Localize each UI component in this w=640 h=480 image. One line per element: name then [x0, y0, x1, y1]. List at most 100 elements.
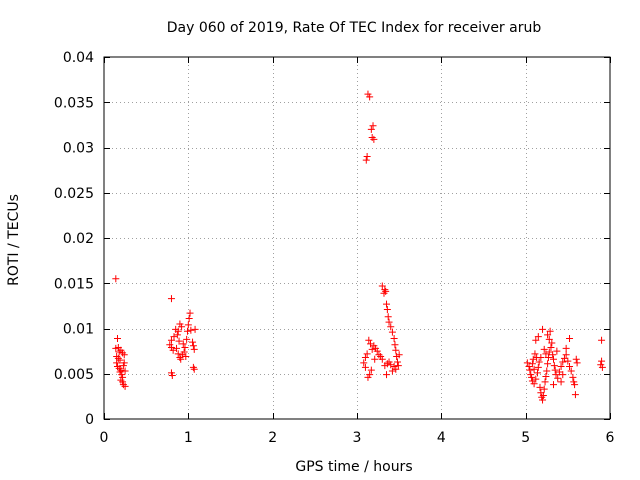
data-point — [388, 367, 396, 375]
data-point — [117, 366, 125, 374]
data-point — [189, 338, 197, 346]
data-point — [112, 275, 120, 283]
data-point — [119, 362, 127, 370]
data-point — [384, 313, 392, 321]
data-point — [169, 346, 177, 354]
data-point — [121, 367, 129, 375]
data-point — [186, 309, 194, 317]
data-point — [177, 355, 185, 363]
data-point — [571, 381, 579, 389]
x-tick-label: 5 — [521, 430, 530, 446]
data-point — [381, 362, 389, 370]
data-point — [571, 391, 579, 399]
data-point — [569, 373, 577, 381]
data-point — [550, 362, 558, 370]
data-point — [375, 351, 383, 359]
data-point — [383, 305, 391, 313]
data-point — [181, 344, 189, 352]
y-tick-label: 0.025 — [54, 186, 94, 202]
data-point — [366, 340, 374, 348]
data-point — [539, 396, 547, 404]
data-point — [369, 122, 377, 130]
data-point — [395, 351, 403, 359]
data-point — [530, 365, 538, 373]
data-point — [190, 345, 198, 353]
data-point — [554, 374, 562, 382]
data-point — [180, 348, 188, 356]
data-point — [185, 315, 193, 323]
data-point — [531, 350, 539, 358]
data-point — [393, 358, 401, 366]
data-point — [182, 353, 190, 361]
data-point — [546, 327, 554, 335]
data-point — [120, 351, 128, 359]
data-point — [557, 363, 565, 371]
data-point — [368, 345, 376, 353]
data-point — [183, 327, 191, 335]
data-point — [539, 391, 547, 399]
data-point — [528, 360, 536, 368]
chart-title: Day 060 of 2019, Rate Of TEC Index for r… — [167, 20, 542, 36]
data-point — [537, 353, 545, 361]
data-point — [362, 156, 370, 164]
data-point — [388, 328, 396, 336]
y-tick-label: 0.02 — [63, 231, 94, 247]
data-point — [549, 355, 557, 363]
data-point — [536, 383, 544, 391]
data-point — [544, 331, 552, 339]
data-point — [174, 327, 182, 335]
x-tick-label: 2 — [268, 430, 277, 446]
data-point — [178, 323, 186, 331]
data-point — [119, 381, 127, 389]
data-point — [381, 286, 389, 294]
data-point — [179, 340, 187, 348]
data-point — [541, 378, 549, 386]
data-point — [559, 358, 567, 366]
data-point — [553, 347, 561, 355]
data-point — [113, 363, 121, 371]
data-point — [544, 360, 552, 368]
data-point — [529, 355, 537, 363]
y-tick-label: 0.035 — [54, 95, 94, 111]
data-points — [112, 90, 606, 404]
data-point — [557, 378, 565, 386]
x-tick-label: 0 — [100, 430, 109, 446]
data-point — [385, 358, 393, 366]
data-point — [542, 372, 550, 380]
data-point — [115, 364, 123, 372]
x-tick-labels: 0 1 2 3 4 5 6 — [100, 430, 615, 446]
data-point — [562, 344, 570, 352]
data-point — [534, 363, 542, 371]
data-point — [382, 287, 390, 295]
data-point — [564, 357, 572, 365]
data-point — [189, 363, 197, 371]
data-point — [117, 376, 125, 384]
data-point — [113, 334, 121, 342]
data-point — [528, 373, 536, 381]
data-point — [562, 351, 570, 359]
data-point — [549, 381, 557, 389]
data-point — [532, 336, 540, 344]
data-point — [371, 355, 379, 363]
data-point — [113, 353, 121, 361]
data-point — [540, 345, 548, 353]
data-point — [175, 337, 183, 345]
data-point — [115, 348, 123, 356]
data-point — [598, 357, 606, 365]
y-tick-label: 0.005 — [54, 367, 94, 383]
y-tick-labels: 0 0.005 0.01 0.015 0.02 0.025 0.03 0.035 0.04 — [54, 50, 94, 428]
data-point — [391, 341, 399, 349]
data-point — [189, 342, 197, 350]
data-point — [530, 380, 538, 388]
data-point — [167, 369, 175, 377]
data-point — [545, 335, 553, 343]
data-point — [559, 371, 567, 379]
data-point — [540, 385, 548, 393]
data-point — [370, 342, 378, 350]
data-point — [598, 336, 606, 344]
data-point — [363, 153, 371, 161]
data-point — [383, 300, 391, 308]
data-point — [173, 331, 181, 339]
data-point — [187, 326, 195, 334]
